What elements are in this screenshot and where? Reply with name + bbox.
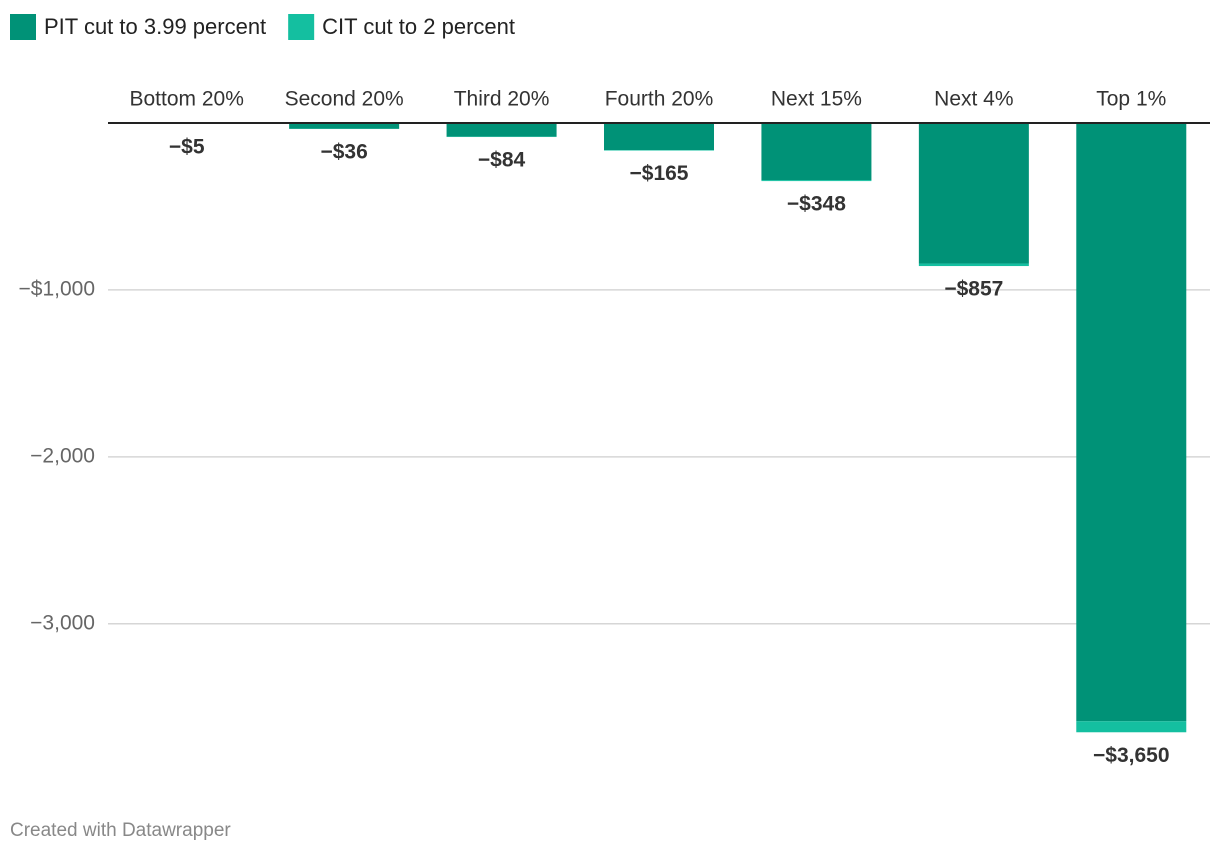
total-label: −$348: [787, 193, 846, 216]
total-label: −$36: [320, 141, 367, 164]
bar-segment: [918, 263, 1029, 267]
x-tick-label: Top 1%: [1096, 88, 1166, 111]
y-tick-label: −3,000: [30, 611, 95, 634]
total-label: −$165: [630, 162, 689, 185]
bar-segment: [761, 123, 872, 181]
bar-segment: [761, 180, 872, 182]
total-label: −$857: [944, 278, 1003, 301]
bar-segment: [1076, 721, 1187, 733]
footer: Created with Datawrapper: [10, 820, 231, 841]
x-tick-label: Next 4%: [934, 88, 1013, 111]
bar-segment: [604, 150, 714, 151]
total-label: −$3,650: [1093, 744, 1170, 767]
x-tick-label: Next 15%: [771, 88, 862, 111]
bar-segment: [604, 123, 714, 151]
x-tick-label: Fourth 20%: [605, 88, 714, 111]
total-label: −$84: [478, 149, 526, 172]
legend-swatch: [10, 14, 36, 40]
legend-label: CIT cut to 2 percent: [322, 14, 515, 39]
bar-segment: [289, 123, 400, 129]
x-tick-label: Second 20%: [285, 88, 404, 111]
legend-label: PIT cut to 3.99 percent: [44, 14, 266, 39]
total-label: −$5: [169, 135, 205, 158]
y-tick-label: −$1,000: [19, 277, 96, 300]
bar-segment: [446, 123, 557, 137]
bar-segment: [918, 123, 1029, 264]
x-tick-label: Bottom 20%: [130, 88, 244, 111]
x-tick-label: Third 20%: [454, 88, 550, 111]
y-tick-label: −2,000: [30, 444, 95, 467]
bar-segment: [1076, 123, 1187, 722]
legend-swatch: [288, 14, 315, 40]
